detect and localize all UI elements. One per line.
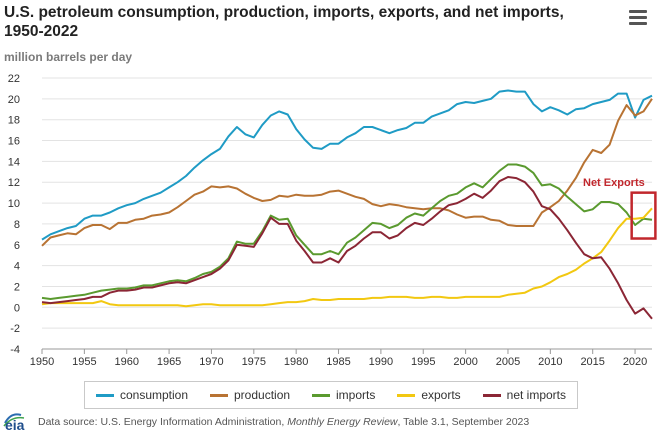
legend-swatch xyxy=(397,393,416,397)
x-tick-label: 2010 xyxy=(538,356,562,368)
series-line-exports[interactable] xyxy=(41,207,653,308)
legend-item-imports[interactable]: imports xyxy=(312,388,375,402)
legend-item-net-imports[interactable]: net imports xyxy=(482,388,567,402)
x-tick-label: 1980 xyxy=(284,356,308,368)
legend-label: production xyxy=(234,388,291,402)
x-tick-label: 1990 xyxy=(369,356,393,368)
series-line-consumption[interactable] xyxy=(41,89,653,241)
series-lines xyxy=(41,89,653,320)
x-tick-label: 1965 xyxy=(157,356,181,368)
hamburger-menu-icon[interactable] xyxy=(629,10,647,25)
x-tick-label: 2000 xyxy=(453,356,477,368)
y-tick-label: 22 xyxy=(8,73,20,85)
y-tick-label: 6 xyxy=(14,240,20,252)
net-exports-annotation: Net Exports xyxy=(583,177,657,240)
legend-item-production[interactable]: production xyxy=(210,388,290,402)
y-tick-label: 20 xyxy=(8,94,20,106)
y-tick-label: 4 xyxy=(14,261,20,273)
y-tick-label: 2 xyxy=(14,281,20,293)
x-tick-label: 2020 xyxy=(623,356,647,368)
legend-swatch xyxy=(210,393,228,397)
x-tick-label: 1950 xyxy=(30,356,54,368)
legend-swatch xyxy=(95,393,114,397)
legend-label: net imports xyxy=(506,388,567,402)
eia-logo: eia xyxy=(3,413,25,432)
legend-label: consumption xyxy=(119,388,189,402)
legend-item-consumption[interactable]: consumption xyxy=(95,388,189,402)
y-axis-ticks: -4 -2 0 2 4 6 8 10 12 14 16 18 20 22 xyxy=(8,73,20,356)
net-exports-label: Net Exports xyxy=(583,177,645,189)
svg-text:eia: eia xyxy=(5,417,25,432)
data-source-note: Data source: U.S. Energy Information Adm… xyxy=(38,416,530,428)
net-exports-highlight-box xyxy=(630,191,657,240)
x-tick-label: 1970 xyxy=(199,356,223,368)
legend-label: imports xyxy=(336,388,376,402)
x-tick-label: 1995 xyxy=(411,356,435,368)
chart-legend: consumption production imports exports net i… xyxy=(84,381,578,409)
footer: eia Data source: U.S. Energy Information… xyxy=(0,410,659,432)
x-axis-ticks: 1950 1955 1960 1965 1970 1975 1980 1985 1990 1995… xyxy=(30,349,647,368)
y-tick-label: 10 xyxy=(8,198,20,210)
legend-item-exports[interactable]: exports xyxy=(397,388,461,402)
legend-swatch xyxy=(482,393,501,397)
y-tick-label: 12 xyxy=(8,177,20,189)
grid-lines xyxy=(42,77,652,350)
series-line-imports[interactable] xyxy=(41,163,653,300)
y-tick-label: -4 xyxy=(10,344,20,356)
y-tick-label: 16 xyxy=(8,136,20,148)
legend-label: exports xyxy=(421,388,461,402)
y-tick-label: 14 xyxy=(8,156,20,168)
x-tick-label: 1975 xyxy=(242,356,266,368)
line-chart: -4 -2 0 2 4 6 8 10 12 14 16 18 20 22 1950 1955 1960 1965… xyxy=(8,73,657,368)
y-tick-label: 18 xyxy=(8,115,20,127)
y-axis-unit-label: million barrels per day xyxy=(4,50,133,64)
series-line-net-imports[interactable] xyxy=(41,176,653,320)
x-tick-label: 1955 xyxy=(72,356,96,368)
chart-title: U.S. petroleum consumption, production, … xyxy=(4,4,564,40)
x-tick-label: 1985 xyxy=(326,356,350,368)
y-tick-label: -2 xyxy=(10,323,20,335)
y-tick-label: 8 xyxy=(14,219,20,231)
x-tick-label: 2005 xyxy=(496,356,520,368)
y-tick-label: 0 xyxy=(14,302,20,314)
legend-swatch xyxy=(312,393,331,397)
x-tick-label: 2015 xyxy=(580,356,604,368)
x-tick-label: 1960 xyxy=(114,356,138,368)
series-line-production[interactable] xyxy=(41,98,653,247)
